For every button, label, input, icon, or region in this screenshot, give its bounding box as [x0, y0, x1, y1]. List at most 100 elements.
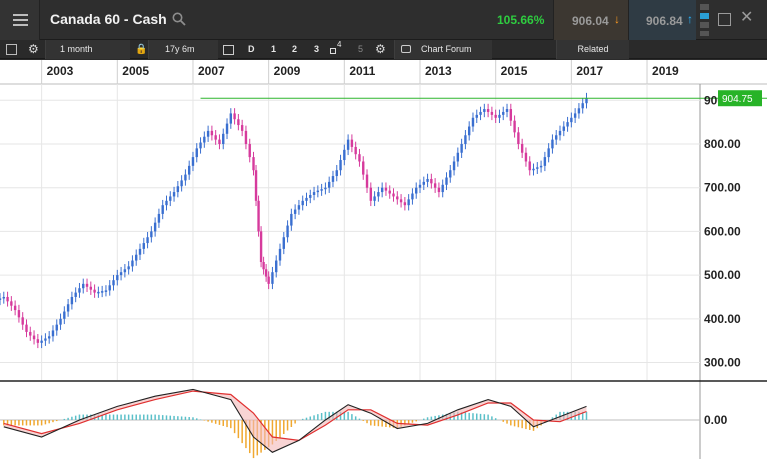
- range-select[interactable]: 17y 6m: [148, 40, 218, 59]
- popout-icon[interactable]: [718, 13, 731, 26]
- candle-body: [384, 187, 388, 191]
- candle-body: [467, 126, 471, 136]
- candle-body: [475, 114, 478, 118]
- candle-body: [327, 181, 331, 188]
- chart-toolbar: ⚙ 1 month 🔒 17y 6m D 1 2 3 4 5 ⚙ Chart F…: [0, 40, 767, 59]
- candle-body: [275, 260, 278, 273]
- candle-body: [441, 184, 444, 193]
- candle-body: [108, 285, 111, 291]
- up-arrow-icon: ↑: [687, 12, 693, 26]
- period-4-button[interactable]: 4: [330, 40, 344, 59]
- candle-body: [187, 165, 191, 175]
- sell-button[interactable]: 906.04 ↓: [553, 0, 628, 40]
- candle-body: [346, 139, 350, 150]
- candle-body: [358, 154, 361, 162]
- calendar-icon[interactable]: [223, 45, 234, 55]
- candle-body: [339, 160, 342, 171]
- candle-body: [498, 114, 501, 118]
- y-tick-label: 300.00: [704, 356, 741, 370]
- candle-body: [403, 202, 407, 206]
- x-tick-label: 2013: [425, 64, 452, 78]
- candle-body: [509, 109, 513, 121]
- candle-body: [573, 113, 577, 118]
- candle-body: [551, 139, 554, 149]
- candle-body: [581, 103, 584, 109]
- candle-body: [267, 276, 270, 284]
- candle-body: [262, 262, 265, 270]
- candle-body: [539, 165, 543, 168]
- x-tick-label: 2003: [47, 64, 74, 78]
- candle-body: [47, 336, 51, 339]
- price-chart[interactable]: 2003 2005 2007 2009 2011 2013 2015 2017 2019 300…: [0, 60, 767, 459]
- y-tick-label: 800.00: [704, 137, 741, 151]
- candle-body: [97, 291, 100, 294]
- candle-body: [399, 199, 403, 203]
- candles: [0, 92, 767, 349]
- candle-body: [116, 275, 119, 281]
- related-label: Related: [577, 44, 609, 54]
- chart-area[interactable]: 2003 2005 2007 2009 2011 2013 2015 2017 2019 300…: [0, 60, 767, 459]
- candle-body: [210, 130, 214, 136]
- related-button[interactable]: Related: [556, 40, 629, 59]
- candle-body: [392, 193, 395, 197]
- candle-body: [10, 301, 13, 306]
- candle-body: [74, 292, 77, 297]
- candle-body: [29, 331, 32, 336]
- candle-body: [218, 139, 221, 144]
- period-d-button[interactable]: D: [248, 44, 255, 54]
- x-tick-label: 2019: [652, 64, 679, 78]
- candle-body: [0, 298, 2, 300]
- indicator-settings-icon[interactable]: ⚙: [375, 42, 386, 56]
- candle-body: [82, 283, 85, 289]
- candle-body: [2, 296, 5, 299]
- candle-body: [93, 289, 96, 293]
- period-1-button[interactable]: 1: [271, 44, 277, 54]
- period-4-label: 4: [337, 40, 342, 49]
- candle-body: [36, 339, 40, 343]
- period-3-button[interactable]: 3: [314, 44, 320, 54]
- candle-body: [21, 317, 24, 325]
- lock-icon[interactable]: 🔒: [135, 44, 148, 55]
- search-icon[interactable]: [172, 12, 186, 26]
- candle-body: [17, 310, 21, 318]
- x-tick-label: 2009: [274, 64, 301, 78]
- gear-icon[interactable]: ⚙: [28, 42, 39, 56]
- menu-button[interactable]: [0, 0, 40, 40]
- macd-line: [3, 388, 587, 453]
- period-2-button[interactable]: 2: [292, 44, 298, 54]
- candle-body: [127, 266, 130, 270]
- candle-body: [331, 176, 335, 182]
- candle-body: [426, 178, 429, 182]
- range-label: 17y 6m: [165, 44, 195, 54]
- candle-body: [40, 340, 43, 343]
- candle-body: [286, 225, 289, 238]
- current-price-label: 904.75: [722, 94, 753, 105]
- candle-body: [150, 231, 153, 238]
- stack-icon[interactable]: [700, 4, 709, 36]
- candle-body: [70, 296, 74, 305]
- candle-body: [433, 183, 437, 188]
- close-icon[interactable]: ✕: [740, 9, 754, 26]
- chart-forum-button[interactable]: Chart Forum: [394, 40, 492, 59]
- candle-body: [415, 187, 418, 194]
- candle-body: [365, 174, 369, 188]
- sell-price: 906.04: [572, 14, 609, 28]
- candle-body: [225, 123, 229, 134]
- interval-select[interactable]: 1 month: [45, 40, 130, 59]
- candle-body: [558, 130, 562, 136]
- candle-body: [282, 237, 285, 249]
- layout-icon[interactable]: [6, 44, 17, 55]
- candle-body: [362, 161, 365, 175]
- candle-body: [259, 231, 263, 262]
- candle-body: [32, 335, 36, 340]
- candle-body: [123, 269, 127, 273]
- candle-body: [536, 167, 539, 169]
- buy-button[interactable]: 906.84 ↑: [628, 0, 696, 40]
- period-5-button[interactable]: 5: [358, 44, 364, 54]
- candle-body: [479, 111, 482, 115]
- candle-body: [142, 243, 145, 249]
- y-axis: 300.00400.00500.00600.00700.00800.00900.…: [704, 90, 762, 370]
- candle-body: [222, 133, 225, 144]
- candle-body: [244, 130, 248, 144]
